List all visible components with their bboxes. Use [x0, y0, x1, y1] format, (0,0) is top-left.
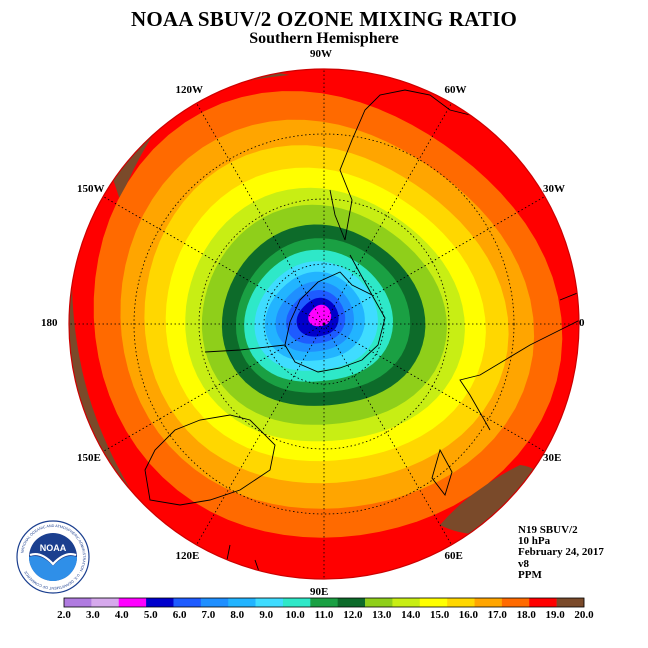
colorbar-swatch	[447, 598, 475, 607]
colorbar	[63, 597, 585, 608]
longitude-label: 150E	[77, 451, 101, 464]
longitude-label: 120W	[175, 84, 204, 96]
longitude-label: 90W	[310, 48, 332, 60]
colorbar-swatch	[310, 598, 338, 607]
colorbar-swatch	[365, 598, 393, 607]
colorbar-tick-label: 19.0	[545, 609, 565, 621]
colorbar-swatch	[255, 598, 284, 607]
date-label: February 24, 2017	[518, 546, 604, 559]
longitude-label: 120E	[175, 550, 200, 562]
colorbar-swatch	[64, 598, 92, 607]
noaa-logo: NOAA NATIONAL OCEANIC AND ATMOSPHERIC AD…	[16, 520, 90, 594]
graticule	[69, 69, 579, 579]
page-subtitle: Southern Hemisphere	[249, 30, 399, 47]
satellite-label: N19 SBUV/2	[518, 524, 578, 536]
colorbar-tick-label: 14.0	[401, 609, 421, 621]
colorbar-swatch	[228, 598, 256, 607]
colorbar-tick-label: 17.0	[487, 609, 507, 621]
colorbar-tick-label: 16.0	[458, 609, 479, 621]
longitude-label: 180	[41, 317, 58, 329]
colorbar-swatch	[556, 598, 585, 607]
longitude-label: 30W	[543, 182, 565, 195]
colorbar-swatch	[501, 598, 530, 607]
colorbar-tick-label: 15.0	[429, 609, 450, 621]
colorbar-swatch	[200, 598, 229, 607]
colorbar-tick-label: 12.0	[343, 609, 363, 621]
colorbar-swatch	[474, 598, 503, 607]
colorbar-tick-label: 2.0	[57, 609, 71, 621]
colorbar-tick-label: 9.0	[259, 609, 274, 621]
units-label: PPM	[518, 568, 542, 581]
colorbar-tick-label: 11.0	[314, 609, 334, 621]
colorbar-tick-label: 13.0	[372, 609, 392, 621]
ozone-contour-band	[308, 304, 332, 327]
colorbar-tick-label: 5.0	[143, 609, 158, 621]
colorbar-tick-label: 3.0	[86, 609, 100, 621]
colorbar-swatch	[146, 598, 174, 607]
info-block: N19 SBUV/2 10 hPa February 24, 2017 v8 P…	[518, 524, 604, 581]
colorbar-swatch	[392, 598, 421, 607]
longitude-label: 0	[579, 317, 585, 329]
colorbar-tick-label: 4.0	[114, 609, 129, 621]
colorbar-swatch	[91, 598, 120, 607]
colorbar-swatch	[419, 598, 448, 607]
colorbar-tick-label: 20.0	[574, 609, 594, 621]
colorbar-tick-label: 6.0	[172, 609, 187, 621]
svg-text:NOAA: NOAA	[40, 543, 67, 553]
longitude-label: 90E	[310, 586, 329, 598]
pressure-level-label: 10 hPa	[518, 535, 551, 548]
longitude-label: 150W	[77, 182, 105, 195]
colorbar-tick-label: 8.0	[230, 609, 245, 621]
colorbar-swatch	[337, 598, 366, 607]
map-border	[68, 68, 580, 580]
colorbar-swatch	[118, 598, 147, 607]
colorbar-tick-label: 10.0	[285, 609, 305, 621]
longitude-label: 60E	[444, 550, 463, 562]
colorbar-swatch	[173, 598, 202, 607]
page-title: NOAA SBUV/2 OZONE MIXING RATIO	[131, 7, 517, 31]
colorbar-tick-label: 7.0	[201, 609, 216, 621]
colorbar-tick-label: 18.0	[516, 609, 536, 621]
version-label: v8	[518, 557, 529, 570]
colorbar-swatch	[282, 598, 311, 607]
longitude-label: 30E	[543, 451, 562, 464]
colorbar-swatch	[529, 598, 557, 607]
longitude-label: 60W	[444, 84, 467, 96]
